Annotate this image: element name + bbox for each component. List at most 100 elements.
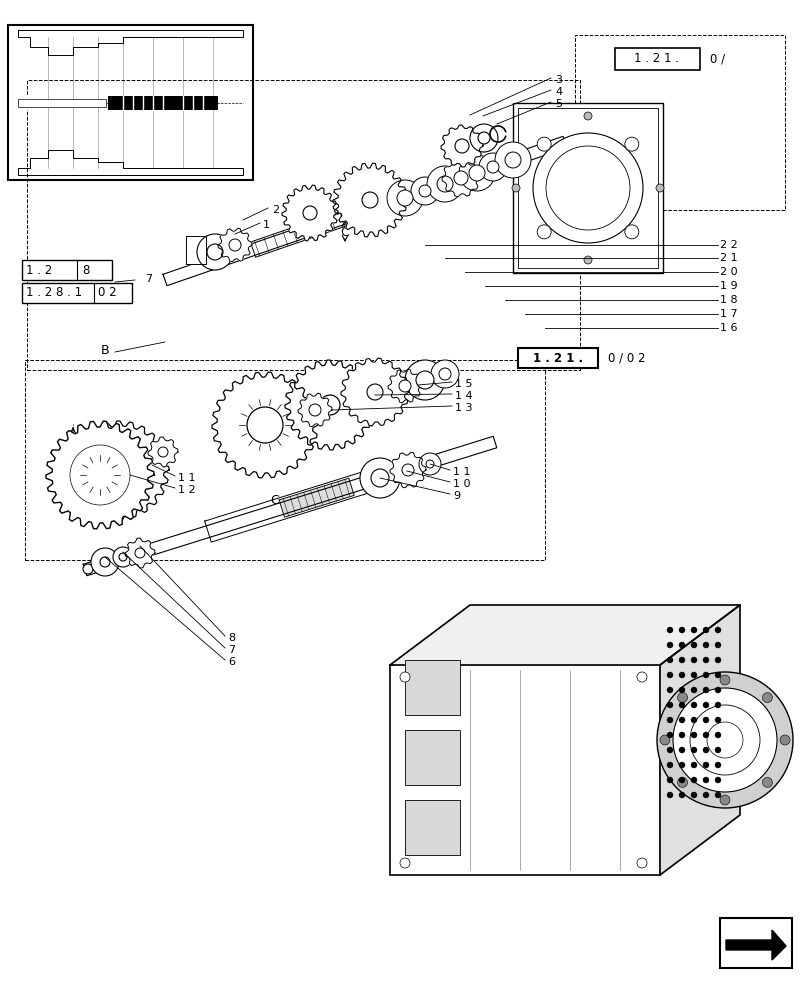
Circle shape [703,687,709,693]
Circle shape [715,717,721,723]
Circle shape [691,747,697,753]
Bar [615,48,700,70]
Polygon shape [46,421,154,529]
Text: 1 . 2 1 .: 1 . 2 1 . [533,352,583,364]
Text: 0 / 0 2: 0 / 0 2 [608,352,646,364]
Text: 1 9: 1 9 [720,281,738,291]
Circle shape [320,395,340,415]
Text: A: A [57,454,65,468]
Circle shape [470,124,498,152]
Circle shape [703,672,709,678]
Circle shape [247,407,283,443]
Circle shape [667,732,673,738]
Circle shape [505,152,521,168]
Bar [405,800,460,855]
Circle shape [667,777,673,783]
Bar [22,260,112,280]
Circle shape [100,557,110,567]
Text: 1: 1 [263,220,270,230]
Circle shape [637,672,647,682]
Circle shape [431,360,459,388]
Polygon shape [218,228,252,262]
Polygon shape [726,930,786,960]
Circle shape [537,137,551,151]
Circle shape [362,192,378,208]
Bar [720,918,792,968]
Circle shape [405,360,445,400]
Circle shape [679,717,685,723]
Circle shape [679,747,685,753]
Circle shape [678,777,688,787]
Circle shape [625,137,639,151]
Circle shape [691,717,697,723]
Text: 1 3: 1 3 [455,403,473,413]
Circle shape [455,139,469,153]
Circle shape [715,792,721,798]
Circle shape [715,702,721,708]
Circle shape [715,747,721,753]
Circle shape [400,858,410,868]
Bar [518,108,658,268]
Circle shape [720,675,730,685]
Circle shape [660,735,670,745]
Circle shape [229,239,241,251]
Text: 8: 8 [228,633,235,643]
Circle shape [495,142,531,178]
Circle shape [763,693,772,703]
Circle shape [679,657,685,663]
Circle shape [657,672,793,808]
Circle shape [691,777,697,783]
Circle shape [679,762,685,768]
Circle shape [584,256,592,264]
Polygon shape [333,163,407,237]
Circle shape [419,453,441,475]
Circle shape [584,112,592,120]
Circle shape [119,553,127,561]
Bar [8,25,253,180]
Circle shape [667,762,673,768]
Circle shape [715,657,721,663]
Text: 4: 4 [555,87,562,97]
Circle shape [715,642,721,648]
Text: 2 0: 2 0 [720,267,738,277]
Circle shape [679,702,685,708]
Circle shape [371,469,389,487]
Text: 1 6: 1 6 [720,323,738,333]
Text: 8: 8 [82,263,90,276]
Circle shape [469,165,485,181]
Circle shape [416,371,434,389]
Circle shape [679,687,685,693]
Polygon shape [388,369,422,403]
Circle shape [690,705,760,775]
Polygon shape [390,452,426,488]
Circle shape [691,642,697,648]
Circle shape [673,688,777,792]
Polygon shape [250,203,368,257]
Circle shape [83,564,93,574]
Circle shape [537,225,551,239]
Circle shape [691,672,697,678]
Polygon shape [279,478,354,517]
Text: 9: 9 [453,491,460,501]
Polygon shape [341,358,409,426]
Circle shape [679,792,685,798]
Bar [18,99,106,107]
Circle shape [715,672,721,678]
Circle shape [703,717,709,723]
Circle shape [667,747,673,753]
Circle shape [113,547,133,567]
Bar [27,80,580,370]
Circle shape [763,777,772,787]
Polygon shape [212,372,318,478]
Circle shape [667,687,673,693]
Circle shape [309,404,321,416]
Text: 1 7: 1 7 [720,309,738,319]
Circle shape [691,732,697,738]
Polygon shape [204,472,367,542]
Circle shape [703,657,709,663]
Circle shape [715,627,721,633]
Circle shape [399,380,411,392]
Circle shape [459,155,495,191]
Circle shape [135,548,145,558]
Circle shape [197,234,233,270]
